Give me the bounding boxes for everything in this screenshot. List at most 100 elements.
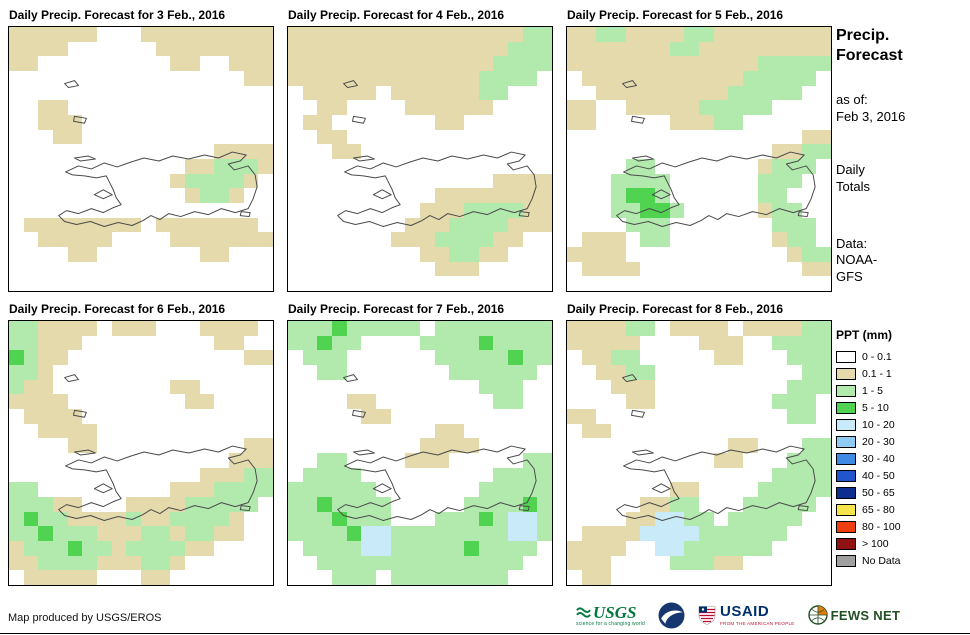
precip-cell <box>772 56 787 71</box>
precip-cell <box>420 467 435 483</box>
precip-cell <box>82 482 97 497</box>
precip-map <box>287 320 553 586</box>
precip-cell <box>185 41 200 57</box>
precip-cell <box>126 335 141 351</box>
precip-cell <box>743 555 758 571</box>
precip-cell <box>9 173 24 189</box>
precip-cell <box>669 41 685 57</box>
precip-cell <box>199 159 215 174</box>
precip-cell <box>288 321 303 336</box>
precip-cell <box>390 541 406 556</box>
precip-cell <box>376 115 391 130</box>
precip-cell <box>23 232 39 247</box>
precip-cell <box>684 129 699 145</box>
precip-cell <box>684 261 699 277</box>
precip-cell <box>97 365 112 380</box>
precip-cell <box>141 541 156 556</box>
precip-cell <box>332 203 347 218</box>
precip-cell <box>376 409 391 424</box>
precip-cell <box>346 144 362 159</box>
precip-cell <box>801 159 817 174</box>
precip-cell <box>478 570 494 585</box>
precip-cell <box>185 379 200 395</box>
precip-cell <box>23 247 39 262</box>
precip-cell <box>332 409 347 424</box>
precip-cell <box>699 321 714 336</box>
precip-cell <box>743 511 758 527</box>
precip-cell <box>640 115 655 130</box>
precip-cell <box>185 115 200 130</box>
precip-cell <box>317 526 332 541</box>
precip-cell <box>508 453 523 468</box>
precip-cell <box>655 409 670 424</box>
precip-cell <box>713 159 729 174</box>
precip-cell <box>302 570 318 585</box>
precip-cell <box>258 188 273 203</box>
precip-cell <box>82 85 97 101</box>
precip-cell <box>787 232 802 247</box>
precip-cell <box>537 144 552 159</box>
precip-cell <box>522 247 538 262</box>
precip-cell <box>596 570 611 585</box>
precip-cell <box>493 100 508 115</box>
precip-cell <box>317 511 332 527</box>
precip-cell <box>743 232 758 247</box>
precip-cell <box>53 379 68 395</box>
precip-cell <box>390 394 406 409</box>
precip-cell <box>38 261 53 277</box>
precip-cell <box>9 247 24 262</box>
precip-cell <box>258 41 273 57</box>
precip-cell <box>199 409 215 424</box>
precip-cell <box>713 497 729 512</box>
precip-cell <box>478 438 494 453</box>
precip-cell <box>757 541 773 556</box>
precip-cell <box>332 276 347 291</box>
precip-cell <box>640 497 655 512</box>
precip-cell <box>669 423 685 439</box>
precip-cell <box>229 555 244 571</box>
precip-cell <box>141 350 156 365</box>
precip-cell <box>288 409 303 424</box>
precip-cell <box>567 555 582 571</box>
precip-cell <box>625 41 641 57</box>
precip-cell <box>170 335 185 351</box>
precip-cell <box>772 71 787 86</box>
map-panel: Daily Precip. Forecast for 5 Feb., 2016 <box>566 4 834 292</box>
precip-cell <box>537 321 552 336</box>
precip-cell <box>23 511 39 527</box>
precip-cell <box>713 555 729 571</box>
precip-cell <box>53 541 68 556</box>
precip-cell <box>801 438 817 453</box>
precip-cell <box>728 335 743 351</box>
precip-cell <box>9 423 24 439</box>
precip-cell <box>67 365 83 380</box>
precip-cell <box>82 526 97 541</box>
precip-cell <box>53 56 68 71</box>
precip-cell <box>581 467 597 483</box>
precip-cell <box>97 261 112 277</box>
precip-cell <box>53 555 68 571</box>
precip-cell <box>669 497 685 512</box>
precip-cell <box>684 100 699 115</box>
precip-cell <box>596 438 611 453</box>
precip-cell <box>199 129 215 145</box>
precip-cell <box>141 394 156 409</box>
precip-cell <box>111 85 127 101</box>
precip-cell <box>376 394 391 409</box>
precip-cell <box>567 526 582 541</box>
precip-cell <box>185 232 200 247</box>
precip-cell <box>464 423 479 439</box>
precip-cell <box>816 203 831 218</box>
precip-cell <box>126 232 141 247</box>
precip-cell <box>772 144 787 159</box>
precip-cell <box>38 335 53 351</box>
precip-cell <box>38 41 53 57</box>
precip-cell <box>376 56 391 71</box>
precip-cell <box>170 217 185 233</box>
precip-cell <box>493 497 508 512</box>
precip-cell <box>420 217 435 233</box>
precip-cell <box>361 482 376 497</box>
precip-cell <box>743 335 758 351</box>
precip-cell <box>23 129 39 145</box>
